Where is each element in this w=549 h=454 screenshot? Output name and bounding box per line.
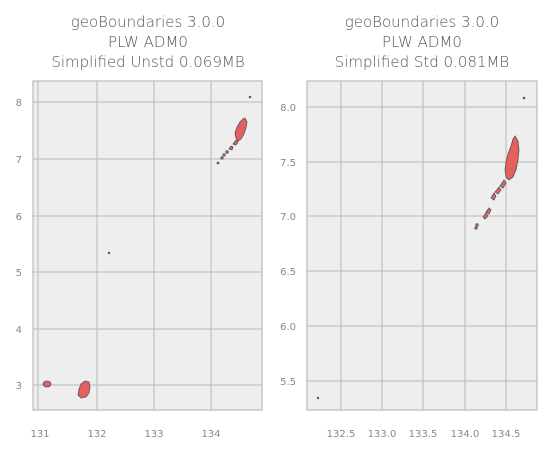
left-southwest-island xyxy=(42,380,52,388)
right-chain-island xyxy=(494,186,502,195)
right-title-line-1: geoBoundaries 3.0.0 xyxy=(344,13,500,31)
right-map: 132.5 133.0 133.5 134.0 134.5 5.5 6.0 6.… xyxy=(280,80,538,440)
right-chain-island xyxy=(490,192,497,201)
right-map-title: geoBoundaries 3.0.0 PLW ADM0 Simplified … xyxy=(307,12,537,72)
left-north-islet xyxy=(248,95,252,99)
left-x-tick-4: 134 xyxy=(201,429,220,440)
left-x-tick-1: 131 xyxy=(30,429,49,440)
left-y-tick-4: 6 xyxy=(16,212,22,223)
left-x-tick-3: 133 xyxy=(144,429,163,440)
right-chain-island xyxy=(482,212,489,220)
left-chain-island xyxy=(232,139,239,146)
left-map-land xyxy=(42,95,252,399)
right-south-islet xyxy=(316,396,320,400)
right-x-tick-2: 133.0 xyxy=(368,429,397,440)
left-chain-island xyxy=(228,145,234,151)
right-y-tick-3: 6.5 xyxy=(280,267,296,278)
right-x-tick-5: 134.5 xyxy=(492,429,521,440)
right-chain-island xyxy=(499,179,507,189)
right-chain-island xyxy=(485,207,492,215)
right-x-tick-3: 133.5 xyxy=(409,429,438,440)
right-north-islet xyxy=(522,96,526,100)
left-title-line-1: geoBoundaries 3.0.0 xyxy=(70,13,226,31)
left-map-background xyxy=(32,80,263,411)
left-title-line-3: Simplified Unstd 0.069MB xyxy=(51,53,245,71)
right-y-tick-2: 6.0 xyxy=(280,322,296,333)
right-x-tick-1: 132.5 xyxy=(327,429,356,440)
right-map-grid xyxy=(307,81,537,410)
left-main-island xyxy=(234,117,248,142)
right-y-tick-6: 8.0 xyxy=(280,103,296,114)
left-chain-islet xyxy=(216,161,220,165)
left-chain-islet xyxy=(225,150,229,154)
left-y-tick-6: 8 xyxy=(16,98,22,109)
right-title-line-3: Simplified Std 0.081MB xyxy=(334,53,510,71)
left-mid-islet xyxy=(107,251,111,255)
right-map-background xyxy=(306,80,538,411)
right-y-tick-5: 7.5 xyxy=(280,158,296,169)
left-y-tick-1: 3 xyxy=(16,381,22,392)
right-x-tick-4: 134.0 xyxy=(451,429,480,440)
right-title-line-2: PLW ADM0 xyxy=(382,33,462,51)
left-y-tick-2: 4 xyxy=(16,325,22,336)
left-south-island xyxy=(77,380,91,399)
right-map-land xyxy=(316,96,526,400)
right-y-tick-4: 7.0 xyxy=(280,212,296,223)
left-chain-islet xyxy=(220,156,224,160)
left-y-tick-5: 7 xyxy=(16,155,22,166)
right-chain-islet xyxy=(474,226,478,230)
right-y-tick-1: 5.5 xyxy=(280,377,296,388)
left-y-tick-3: 5 xyxy=(16,268,22,279)
right-main-island xyxy=(504,135,520,181)
left-map: 131 132 133 134 3 4 5 6 7 8 xyxy=(16,80,263,440)
left-map-grid xyxy=(33,81,262,410)
left-x-tick-2: 132 xyxy=(87,429,106,440)
left-chain-islet xyxy=(222,153,226,157)
right-chain-islet xyxy=(475,223,479,227)
left-map-title: geoBoundaries 3.0.0 PLW ADM0 Simplified … xyxy=(33,12,263,72)
left-title-line-2: PLW ADM0 xyxy=(108,33,188,51)
